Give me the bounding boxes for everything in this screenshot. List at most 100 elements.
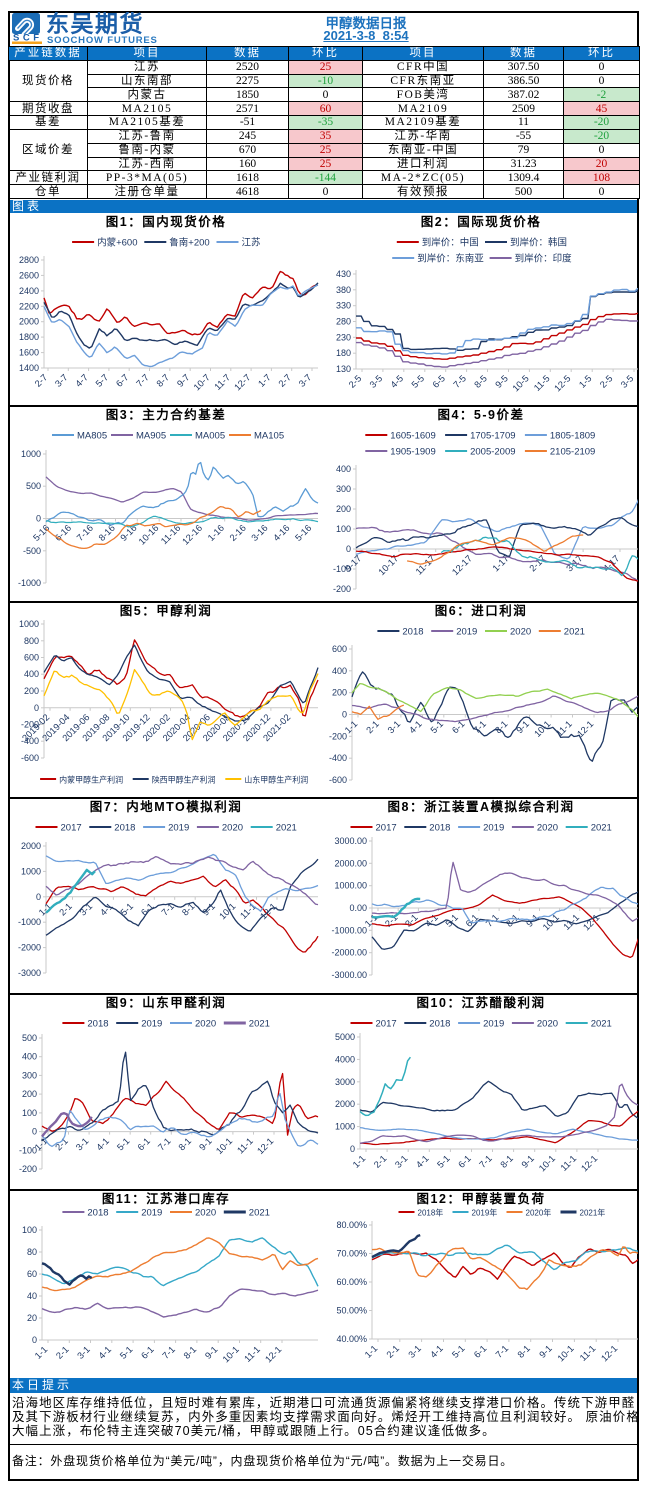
svg-text:0: 0 <box>350 1144 355 1154</box>
svg-text:50.00%: 50.00% <box>336 1306 367 1316</box>
svg-text:180: 180 <box>336 348 351 358</box>
svg-text:2020年: 2020年 <box>526 1208 552 1218</box>
svg-text:10-1: 10-1 <box>537 1153 557 1173</box>
svg-text:1000: 1000 <box>335 1122 355 1132</box>
svg-text:600: 600 <box>24 653 39 663</box>
svg-text:400: 400 <box>332 666 347 676</box>
svg-text:1-5: 1-5 <box>577 373 594 390</box>
svg-text:2000: 2000 <box>19 317 39 327</box>
svg-text:4-1: 4-1 <box>414 1153 431 1170</box>
svg-text:2-1: 2-1 <box>372 1153 389 1170</box>
svg-text:-3000: -3000 <box>18 968 41 978</box>
svg-text:8-1: 8-1 <box>498 1153 515 1170</box>
svg-text:8-1: 8-1 <box>516 1343 533 1360</box>
svg-text:6-16: 6-16 <box>53 523 73 543</box>
svg-text:6-7: 6-7 <box>114 372 131 389</box>
svg-text:-1000.00: -1000.00 <box>331 925 367 935</box>
svg-text:0: 0 <box>36 514 41 524</box>
svg-text:11-1: 11-1 <box>242 1344 262 1364</box>
svg-text:6-1: 6-1 <box>139 1344 156 1361</box>
svg-text:-200: -200 <box>329 731 347 741</box>
svg-text:2400: 2400 <box>19 286 39 296</box>
svg-text:800: 800 <box>24 636 39 646</box>
svg-text:-100: -100 <box>19 1145 37 1155</box>
svg-text:到岸价：韩国: 到岸价：韩国 <box>510 237 567 249</box>
svg-text:2018: 2018 <box>114 823 135 834</box>
svg-text:10-5: 10-5 <box>511 373 531 393</box>
svg-text:2-5: 2-5 <box>347 373 364 390</box>
svg-text:12-1: 12-1 <box>599 1343 619 1363</box>
svg-text:3-16: 3-16 <box>249 523 269 543</box>
svg-text:-600: -600 <box>21 753 39 763</box>
svg-text:6-1: 6-1 <box>472 1343 489 1360</box>
svg-text:图2：国际现货价格: 图2：国际现货价格 <box>421 214 541 229</box>
svg-text:到岸价：中国: 到岸价：中国 <box>422 237 479 249</box>
svg-text:1000: 1000 <box>21 449 41 459</box>
svg-text:3-5: 3-5 <box>368 373 385 390</box>
svg-text:-100: -100 <box>333 564 351 574</box>
svg-text:5-5: 5-5 <box>410 373 427 390</box>
svg-text:2019: 2019 <box>456 627 477 638</box>
svg-text:4-1: 4-1 <box>428 1343 445 1360</box>
svg-text:5-16: 5-16 <box>293 523 313 543</box>
svg-text:8-1: 8-1 <box>504 912 521 929</box>
svg-text:0: 0 <box>32 1127 37 1137</box>
svg-text:70.00%: 70.00% <box>336 1249 367 1259</box>
svg-text:11-7: 11-7 <box>212 372 232 392</box>
svg-text:-500: -500 <box>23 546 41 556</box>
svg-text:5-7: 5-7 <box>94 372 111 389</box>
svg-text:12-1: 12-1 <box>263 1344 283 1364</box>
svg-text:2800: 2800 <box>19 255 39 265</box>
svg-text:2020: 2020 <box>537 1019 558 1030</box>
svg-text:9-1: 9-1 <box>197 1136 214 1153</box>
svg-text:400: 400 <box>24 669 39 679</box>
svg-text:2021: 2021 <box>249 1019 270 1030</box>
svg-text:4-7: 4-7 <box>73 372 90 389</box>
svg-text:图7：内地MTO模拟利润: 图7：内地MTO模拟利润 <box>90 799 243 814</box>
svg-text:230: 230 <box>336 332 351 342</box>
svg-text:2000: 2000 <box>21 841 41 851</box>
svg-text:8-1: 8-1 <box>177 1136 194 1153</box>
svg-text:-200: -200 <box>19 1164 37 1174</box>
svg-text:7-1: 7-1 <box>477 1153 494 1170</box>
svg-text:-400: -400 <box>329 753 347 763</box>
svg-text:2019: 2019 <box>141 1019 162 1030</box>
svg-text:2021年: 2021年 <box>580 1208 606 1218</box>
svg-text:9-1: 9-1 <box>200 901 217 918</box>
svg-text:2005-2009: 2005-2009 <box>470 447 515 458</box>
svg-text:2018: 2018 <box>429 823 450 834</box>
svg-text:11-1: 11-1 <box>238 901 258 921</box>
svg-text:2020: 2020 <box>510 627 531 638</box>
svg-text:300: 300 <box>22 1070 37 1080</box>
svg-text:40: 40 <box>27 1291 37 1301</box>
svg-text:2021: 2021 <box>591 823 612 834</box>
svg-text:图6：进口利润: 图6：进口利润 <box>435 603 527 618</box>
svg-text:2021: 2021 <box>276 823 297 834</box>
svg-text:10-1: 10-1 <box>214 1136 234 1156</box>
svg-text:SOOCHOW FUTURES: SOOCHOW FUTURES <box>47 35 158 45</box>
svg-text:4-1: 4-1 <box>98 901 115 918</box>
svg-text:200: 200 <box>22 1089 37 1099</box>
svg-text:2018: 2018 <box>87 1019 108 1030</box>
svg-text:图3：主力合约基差: 图3：主力合约基差 <box>106 407 226 422</box>
svg-text:内蒙甲醇生产利润: 内蒙甲醇生产利润 <box>59 775 123 785</box>
svg-text:2021: 2021 <box>591 1019 612 1030</box>
svg-text:400: 400 <box>22 1052 37 1062</box>
svg-text:2-1: 2-1 <box>364 719 381 736</box>
svg-text:7-1: 7-1 <box>156 1136 173 1153</box>
svg-text:380: 380 <box>336 285 351 295</box>
svg-text:3-1: 3-1 <box>386 719 403 736</box>
svg-text:4000: 4000 <box>335 1054 355 1064</box>
svg-text:3-7: 3-7 <box>53 372 70 389</box>
svg-text:20: 20 <box>27 1313 37 1323</box>
svg-text:2-1: 2-1 <box>57 901 74 918</box>
svg-text:3-7: 3-7 <box>297 372 314 389</box>
svg-text:11-5: 11-5 <box>532 373 552 393</box>
svg-text:10-7: 10-7 <box>192 372 212 392</box>
svg-text:2-1: 2-1 <box>385 1343 402 1360</box>
svg-text:5-16: 5-16 <box>31 523 51 543</box>
svg-text:2105-2109: 2105-2109 <box>550 447 595 458</box>
svg-text:330: 330 <box>336 301 351 311</box>
svg-text:7-7: 7-7 <box>134 372 151 389</box>
svg-text:2020: 2020 <box>195 1019 216 1030</box>
